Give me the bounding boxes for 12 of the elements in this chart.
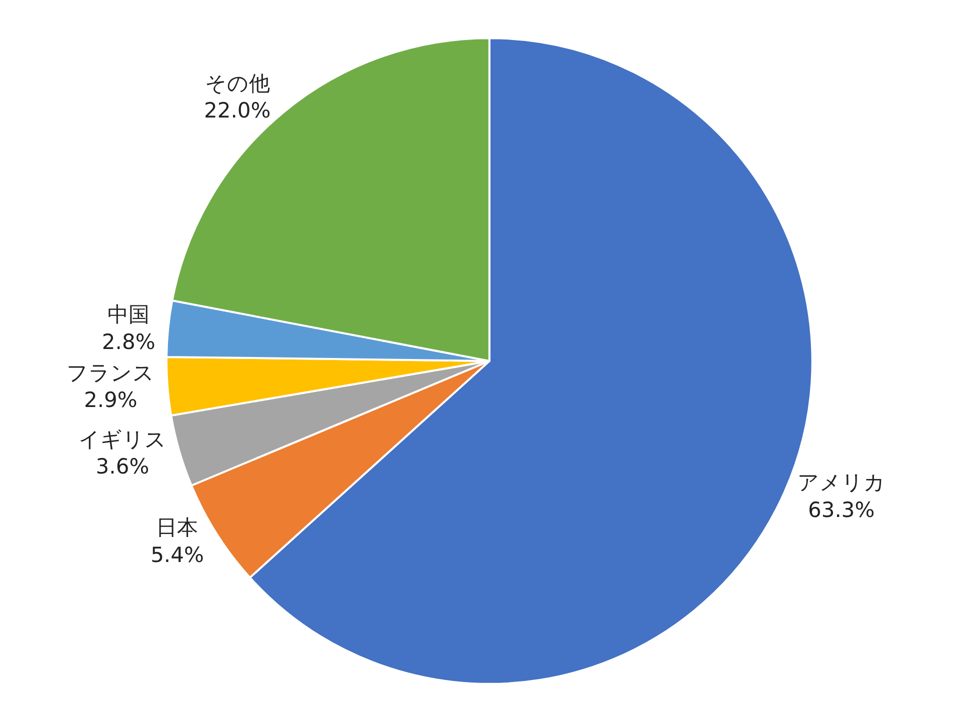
slice-label: 中国 <box>108 302 150 327</box>
data-label: 5.4% <box>150 543 204 568</box>
data-label: 3.6% <box>96 454 150 479</box>
data-label: 22.0% <box>204 98 271 123</box>
slice-label: その他 <box>204 71 270 96</box>
data-label: 2.8% <box>102 330 156 354</box>
data-label: 63.3% <box>808 498 875 522</box>
slice-label: 日本 <box>156 516 198 540</box>
slice-label: アメリカ <box>797 470 886 495</box>
data-label: 2.9% <box>84 388 138 412</box>
slice-label: フランス <box>66 360 155 385</box>
slice-label: イギリス <box>78 427 166 452</box>
